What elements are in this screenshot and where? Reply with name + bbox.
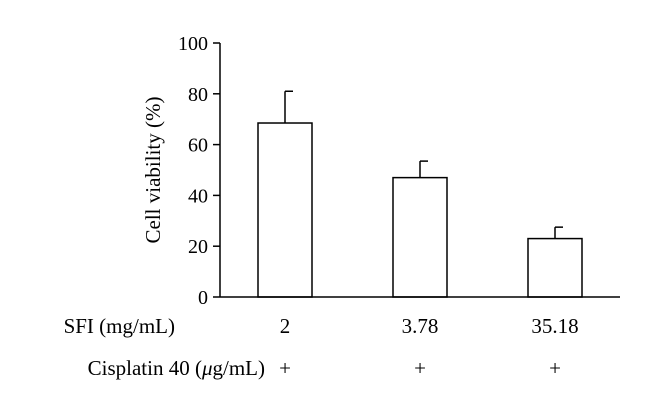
cisplatin-label-prefix: Cisplatin 40 ( [88, 356, 202, 380]
cisplatin-row-label: Cisplatin 40 (μg/mL) [88, 356, 265, 380]
sfi-row-label: SFI (mg/mL) [64, 314, 175, 338]
y-tick-label: 40 [188, 185, 208, 207]
cisplatin-value: + [279, 356, 291, 380]
sfi-value: 2 [280, 314, 291, 338]
cisplatin-value: + [549, 356, 561, 380]
sfi-value: 3.78 [402, 314, 439, 338]
bar [257, 122, 313, 298]
y-axis: 0 20 40 60 80 100 [178, 33, 620, 309]
y-tick-label: 60 [188, 135, 208, 157]
cisplatin-label-mu: μ [201, 356, 213, 380]
y-tick-label: 100 [178, 33, 208, 55]
cisplatin-value: + [414, 356, 426, 380]
bar [392, 176, 448, 298]
condition-values: 2 3.78 35.18 + + + [279, 314, 579, 380]
bar [527, 237, 583, 298]
y-tick-label: 80 [188, 84, 208, 106]
y-tick-label: 0 [198, 287, 208, 309]
y-axis-title: Cell viability (%) [141, 97, 165, 244]
sfi-value: 35.18 [531, 314, 578, 338]
y-tick-label: 20 [188, 236, 208, 258]
cisplatin-label-suffix: g/mL) [213, 356, 266, 380]
plot-area [257, 90, 583, 298]
